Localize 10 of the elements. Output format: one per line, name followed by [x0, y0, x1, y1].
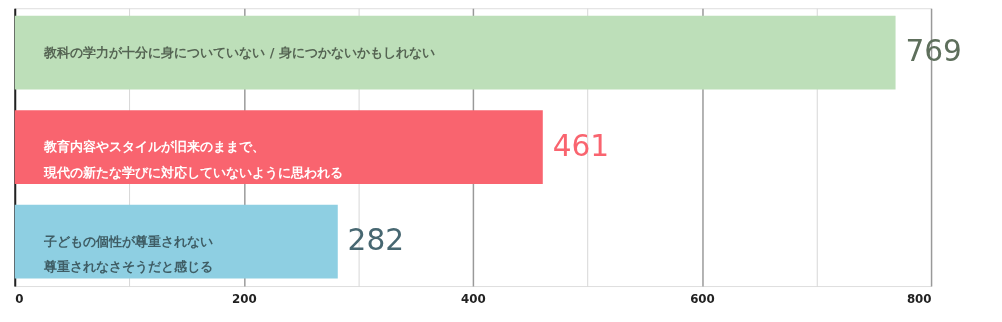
data-label: 461	[552, 128, 610, 163]
x-tick-label: 0	[15, 292, 24, 307]
x-tick-label: 800	[906, 292, 932, 307]
y-tick-label: 教科の学力が十分に身についていない / 身につかないかもしれない	[43, 44, 435, 60]
x-tick-label: 200	[232, 292, 257, 307]
y-tick-label: 子どもの個性が尊重されない尊重されなさそうだと感じる	[43, 233, 214, 275]
y-tick-label: 教育内容やスタイルが旧来のままで、現代の新たな学びに対応していないように思われる	[43, 139, 344, 180]
x-tick-label: 600	[690, 292, 715, 307]
data-label: 282	[347, 223, 405, 258]
x-tick-label: 400	[461, 292, 486, 307]
